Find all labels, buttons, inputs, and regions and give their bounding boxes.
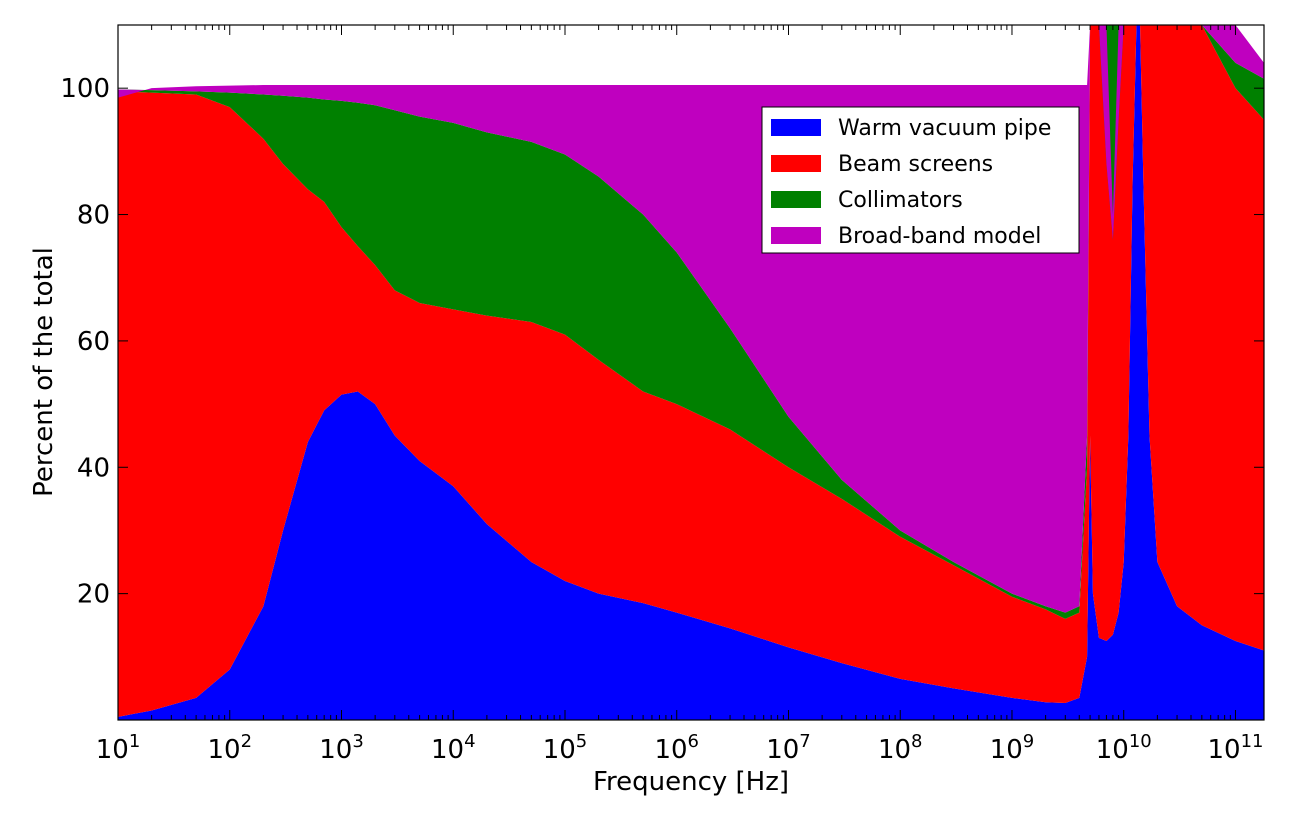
- legend-label: Beam screens: [838, 152, 993, 177]
- x-tick-label: 109: [990, 731, 1035, 765]
- x-tick-label: 1011: [1207, 731, 1263, 765]
- x-axis-title: Frequency [Hz]: [593, 767, 789, 797]
- x-axis: 101 102 103 104 105 106 107 108 109 1010 1011: [96, 25, 1263, 765]
- legend-swatch: [771, 191, 821, 208]
- x-tick-label: 107: [766, 731, 811, 765]
- y-axis-title: Percent of the total: [29, 247, 59, 497]
- y-tick-label: 100: [60, 74, 110, 104]
- area-beam-screens: [118, 25, 1264, 717]
- legend-swatch: [771, 119, 821, 136]
- x-tick-label: 106: [654, 731, 699, 765]
- legend-swatch: [771, 227, 821, 244]
- x-tick-label: 103: [319, 731, 364, 765]
- y-tick-label: 20: [77, 580, 110, 610]
- legend-label: Collimators: [838, 188, 963, 213]
- y-tick-label: 80: [77, 201, 110, 231]
- area-warm-vacuum-pipe: [118, 25, 1264, 720]
- area-series-group: [118, 25, 1264, 720]
- y-tick-label: 60: [77, 327, 110, 357]
- x-tick-label: 104: [431, 731, 476, 765]
- x-tick-label: 108: [878, 731, 923, 765]
- legend-label: Warm vacuum pipe: [838, 116, 1051, 141]
- y-tick-label: 40: [77, 453, 110, 483]
- y-axis: 20 40 60 80 100: [60, 74, 1264, 610]
- legend-swatch: [771, 155, 821, 172]
- plot-frame: [117, 24, 1265, 721]
- legend: Warm vacuum pipe Beam screens Collimators B…: [761, 106, 1080, 254]
- x-tick-label: 102: [207, 731, 252, 765]
- x-tick-label: 1010: [1096, 731, 1152, 765]
- area-collimators: [118, 25, 1264, 619]
- x-tick-label: 101: [96, 731, 141, 765]
- legend-label: Broad-band model: [838, 224, 1041, 249]
- x-tick-label: 105: [543, 731, 588, 765]
